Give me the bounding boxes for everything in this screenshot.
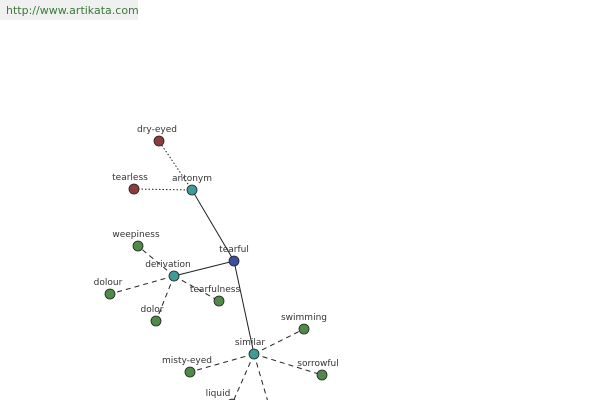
node-label: weepiness	[112, 230, 160, 240]
node-label: liquid	[206, 389, 231, 399]
node-label: antonym	[172, 174, 212, 184]
site-url[interactable]: http://www.artikata.com	[0, 0, 139, 20]
node-label: dry-eyed	[137, 125, 177, 135]
edge	[173, 260, 235, 277]
node-label: swimming	[281, 313, 327, 323]
node	[150, 315, 162, 327]
node	[104, 288, 116, 300]
node	[228, 255, 240, 267]
edge	[189, 353, 255, 373]
edge	[109, 275, 175, 295]
node	[298, 323, 310, 335]
node-label: tearfulness	[190, 285, 241, 295]
edge	[253, 328, 305, 355]
node-label: sorrowful	[297, 359, 338, 369]
edge	[133, 188, 193, 191]
edge	[191, 189, 235, 262]
node-label: tearful	[219, 245, 249, 255]
node	[186, 184, 198, 196]
node	[132, 240, 144, 252]
node	[184, 366, 196, 378]
node-label: derivation	[145, 260, 191, 270]
edge	[155, 275, 175, 322]
edge	[253, 353, 323, 376]
edge	[233, 260, 255, 355]
node-label: similar	[235, 338, 265, 348]
node	[128, 183, 140, 195]
node-label: tearless	[112, 173, 148, 183]
node	[168, 270, 180, 282]
edge	[233, 353, 255, 400]
node-label: dolour	[94, 278, 123, 288]
edge	[253, 353, 268, 400]
node	[213, 295, 225, 307]
node-label: misty-eyed	[162, 356, 212, 366]
node	[248, 348, 260, 360]
edge	[158, 140, 193, 191]
node	[153, 135, 165, 147]
node	[316, 369, 328, 381]
edge	[137, 245, 175, 277]
node-label: dolor	[141, 305, 164, 315]
